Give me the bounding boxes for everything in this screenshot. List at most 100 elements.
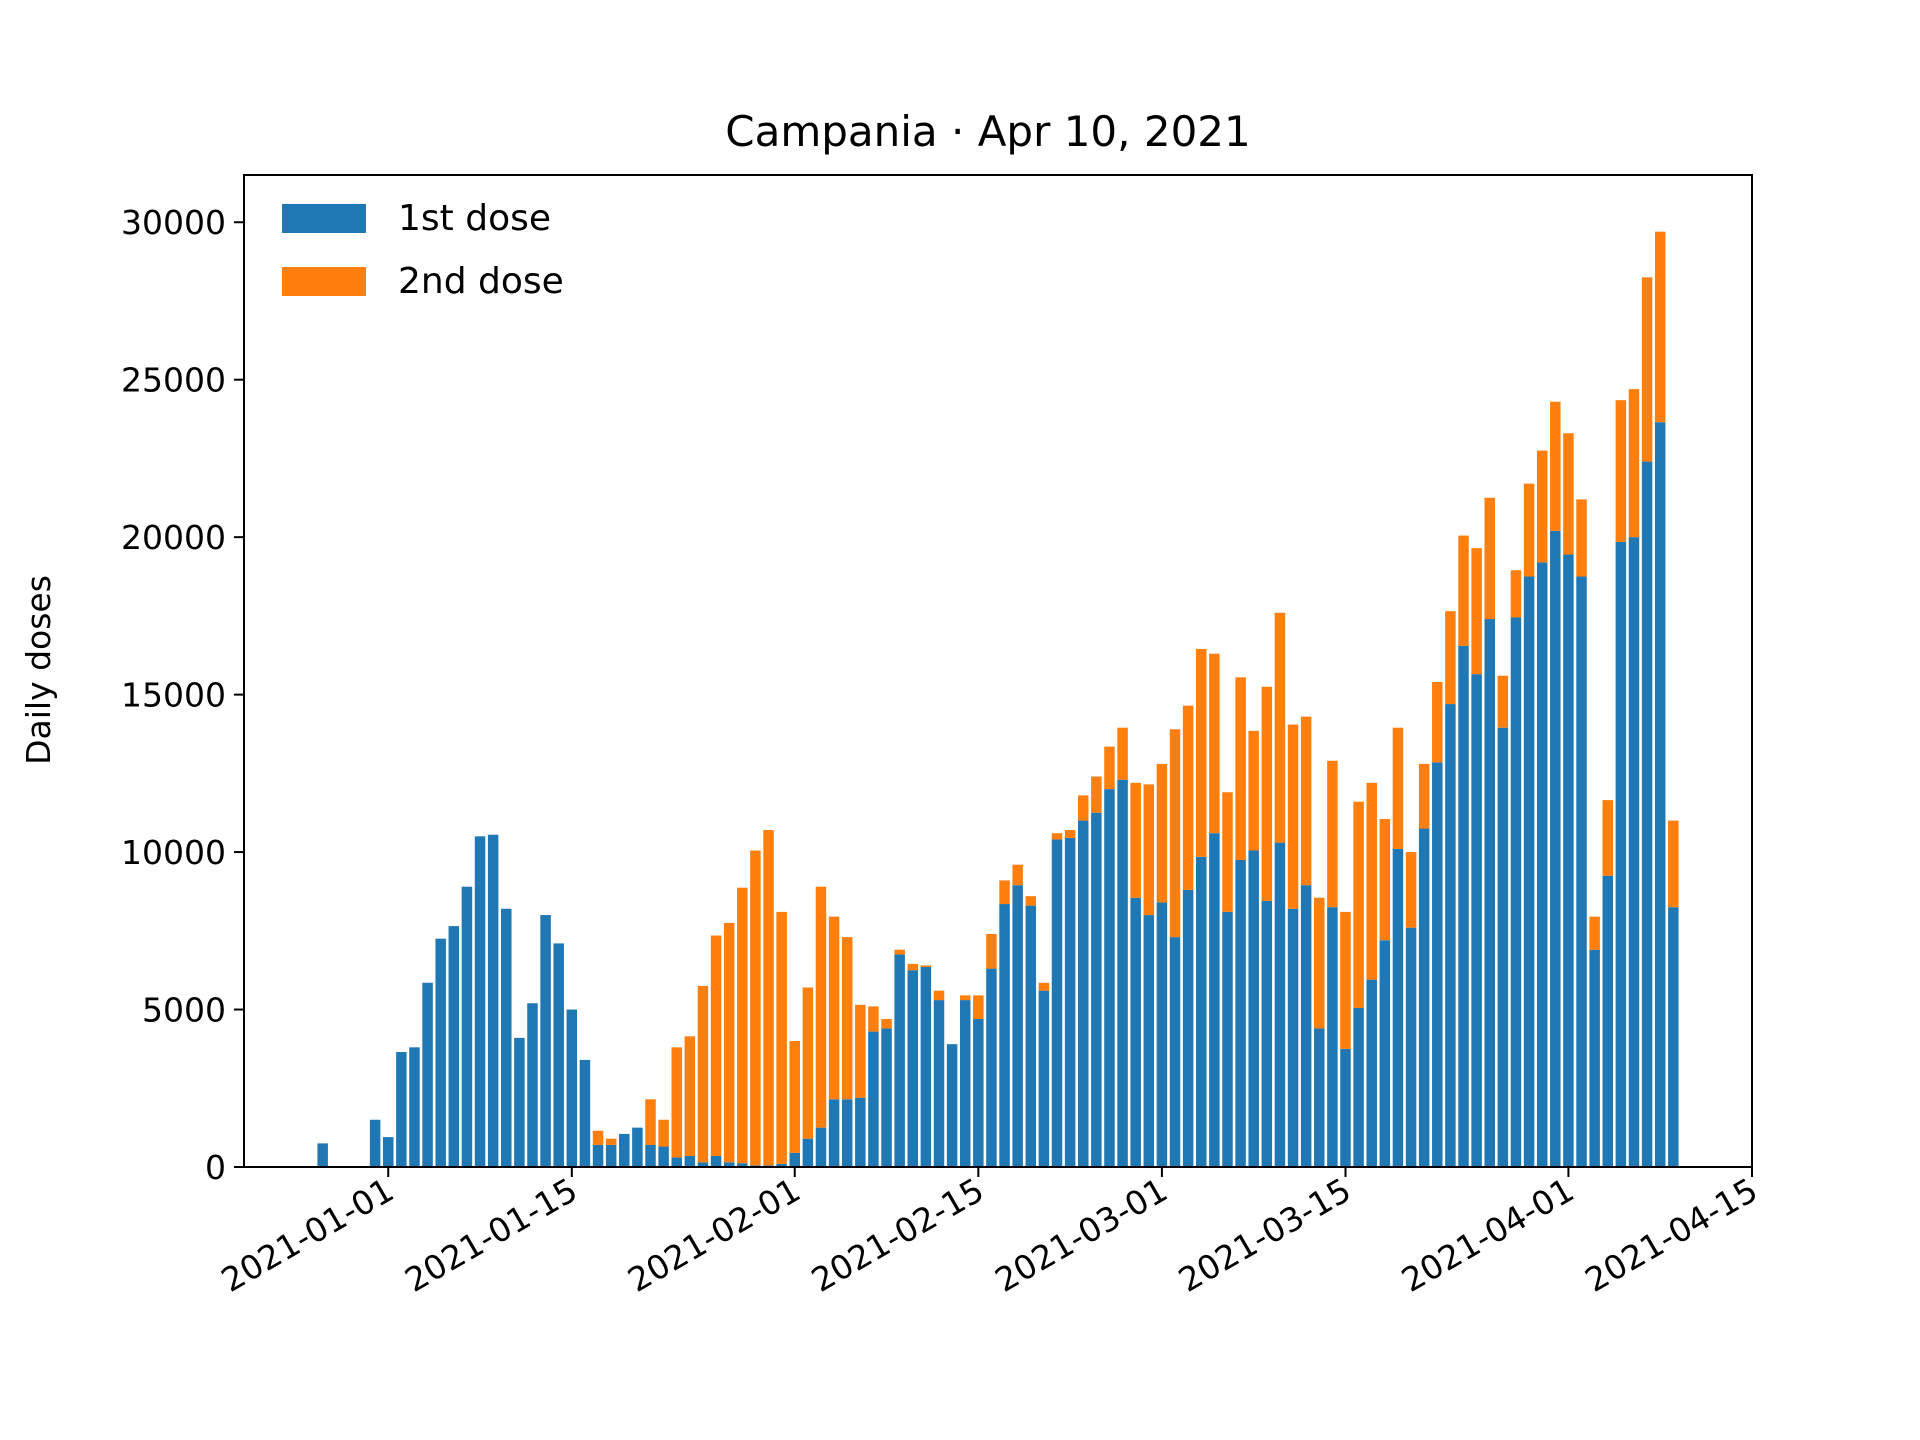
- bar-1st-dose: [1235, 859, 1246, 1167]
- bar-2nd-dose: [1117, 727, 1128, 780]
- bar-1st-dose: [1641, 461, 1653, 1168]
- bar-1st-dose: [1654, 422, 1666, 1168]
- bar-1st-dose: [881, 1028, 892, 1167]
- y-tick-label: 10000: [121, 833, 226, 872]
- bar-1st-dose: [737, 1163, 748, 1167]
- bar-2nd-dose: [1536, 450, 1548, 563]
- bar-2nd-dose: [1405, 852, 1417, 928]
- y-tick-label: 15000: [121, 676, 226, 715]
- bar-2nd-dose: [894, 949, 905, 955]
- bar-2nd-dose: [1589, 916, 1600, 950]
- bar-1st-dose: [317, 1143, 328, 1167]
- bar-2nd-dose: [1038, 982, 1050, 991]
- bar-1st-dose: [1602, 875, 1613, 1167]
- x-tick-label: 2021-03-01: [988, 1170, 1174, 1300]
- bar-2nd-dose: [802, 987, 814, 1139]
- bar-1st-dose: [369, 1119, 381, 1167]
- bar-1st-dose: [1418, 828, 1430, 1167]
- bar-2nd-dose: [1077, 795, 1089, 821]
- bar-2nd-dose: [1064, 830, 1076, 838]
- bar-1st-dose: [1576, 576, 1587, 1167]
- bar-1st-dose: [1340, 1048, 1351, 1167]
- bar-2nd-dose: [815, 886, 827, 1128]
- bar-1st-dose: [1248, 850, 1259, 1167]
- bar-2nd-dose: [1366, 782, 1377, 980]
- bar-2nd-dose: [1248, 730, 1259, 851]
- bar-1st-dose: [684, 1155, 696, 1167]
- bar-2nd-dose: [907, 963, 919, 971]
- bar-1st-dose: [1261, 900, 1273, 1167]
- bar-2nd-dose: [1314, 897, 1325, 1029]
- bar-1st-dose: [658, 1146, 669, 1167]
- bar-2nd-dose: [1668, 820, 1679, 908]
- bar-2nd-dose: [841, 937, 853, 1100]
- bar-2nd-dose: [1274, 612, 1286, 843]
- bar-1st-dose: [920, 967, 932, 1167]
- bar-1st-dose: [1300, 885, 1312, 1167]
- bar-1st-dose: [1156, 902, 1168, 1167]
- bar-1st-dose: [1209, 833, 1220, 1167]
- bar-2nd-dose: [1327, 760, 1338, 908]
- bar-1st-dose: [802, 1138, 814, 1167]
- bar-1st-dose: [632, 1127, 643, 1167]
- bar-1st-dose: [1458, 645, 1469, 1167]
- legend-swatch: [282, 204, 366, 233]
- bar-1st-dose: [474, 836, 486, 1167]
- bar-1st-dose: [619, 1133, 630, 1167]
- bar-2nd-dose: [1615, 400, 1627, 542]
- bar-2nd-dose: [868, 1006, 879, 1032]
- bar-1st-dose: [1497, 727, 1509, 1167]
- bars-group: [317, 231, 1679, 1168]
- bar-1st-dose: [723, 1162, 735, 1167]
- bar-2nd-dose: [671, 1047, 682, 1158]
- bar-2nd-dose: [1235, 677, 1246, 860]
- bar-2nd-dose: [1432, 682, 1443, 763]
- bar-1st-dose: [566, 1009, 578, 1167]
- x-tick-label: 2021-02-15: [805, 1170, 991, 1300]
- bar-2nd-dose: [1300, 716, 1312, 886]
- bar-1st-dose: [448, 926, 460, 1167]
- bar-1st-dose: [868, 1031, 879, 1167]
- bar-2nd-dose: [1025, 896, 1037, 906]
- bar-2nd-dose: [1182, 705, 1194, 890]
- bar-2nd-dose: [1012, 864, 1023, 886]
- bar-2nd-dose: [1497, 675, 1509, 728]
- bar-2nd-dose: [1510, 570, 1522, 618]
- bar-1st-dose: [710, 1155, 722, 1167]
- bar-1st-dose: [841, 1099, 853, 1167]
- bar-1st-dose: [1445, 704, 1456, 1167]
- bar-2nd-dose: [1418, 763, 1430, 829]
- bar-2nd-dose: [1051, 833, 1063, 840]
- bar-2nd-dose: [1523, 483, 1535, 577]
- bar-1st-dose: [907, 970, 919, 1167]
- y-tick-label: 5000: [142, 991, 226, 1030]
- bar-1st-dose: [1432, 762, 1443, 1167]
- bar-1st-dose: [1077, 820, 1089, 1167]
- x-tick-label: 2021-02-01: [621, 1170, 807, 1300]
- bar-1st-dose: [776, 1163, 787, 1167]
- bar-2nd-dose: [1602, 800, 1613, 876]
- bar-2nd-dose: [1654, 231, 1666, 423]
- bar-1st-dose: [605, 1144, 617, 1167]
- bar-2nd-dose: [999, 880, 1010, 905]
- bar-1st-dose: [435, 938, 446, 1167]
- bar-1st-dose: [553, 943, 564, 1167]
- bar-2nd-dose: [697, 985, 709, 1163]
- bar-2nd-dose: [933, 990, 945, 1001]
- bar-1st-dose: [1589, 949, 1600, 1167]
- bar-2nd-dose: [710, 935, 722, 1156]
- bar-1st-dose: [1668, 907, 1679, 1167]
- bar-1st-dose: [697, 1162, 709, 1167]
- bar-2nd-dose: [881, 1018, 892, 1029]
- bar-2nd-dose: [1209, 653, 1220, 834]
- bar-2nd-dose: [1091, 776, 1102, 813]
- bar-2nd-dose: [1156, 763, 1168, 903]
- bar-1st-dose: [815, 1127, 827, 1167]
- bar-2nd-dose: [776, 911, 787, 1164]
- y-tick-label: 20000: [121, 518, 226, 557]
- bar-1st-dose: [1615, 541, 1627, 1167]
- bar-1st-dose: [1025, 905, 1037, 1167]
- bar-2nd-dose: [1143, 784, 1155, 916]
- bar-2nd-dose: [1641, 277, 1653, 462]
- legend-label: 1st dose: [398, 198, 551, 239]
